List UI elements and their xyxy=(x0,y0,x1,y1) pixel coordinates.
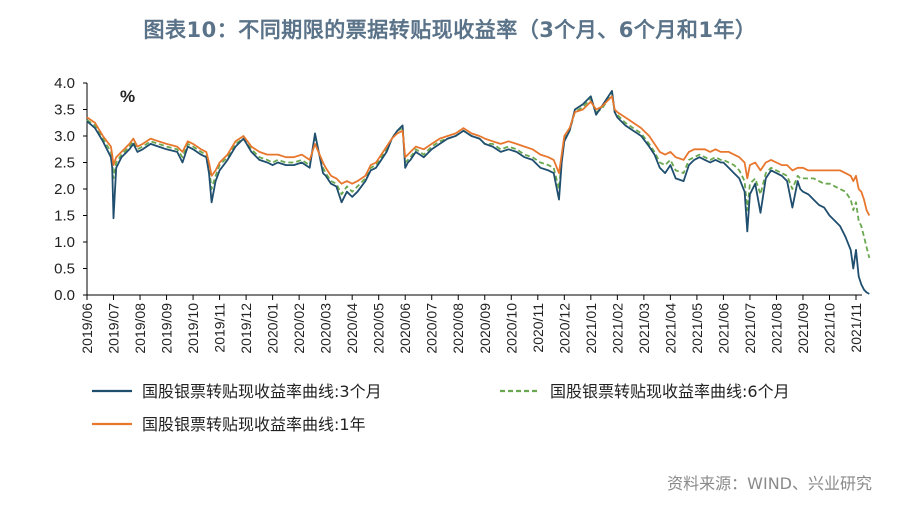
x-tick-label: 2021/09 xyxy=(795,303,811,354)
x-tick-label: 2020/01 xyxy=(265,303,281,354)
x-tick-label: 2021/11 xyxy=(848,303,864,353)
legend-label-0: 国股银票转贴现收益率曲线:3个月 xyxy=(142,382,382,401)
legend-label-1: 国股银票转贴现收益率曲线:6个月 xyxy=(550,382,790,401)
y-tick-label: 0.5 xyxy=(54,261,75,278)
y-tick-label: 0.0 xyxy=(54,287,75,304)
x-tick-label: 2019/09 xyxy=(159,303,175,354)
x-tick-label: 2020/03 xyxy=(318,303,334,354)
y-tick-label: 4.0 xyxy=(54,75,75,92)
x-tick-label: 2021/03 xyxy=(636,303,652,354)
chart-legend: 国股银票转贴现收益率曲线:3个月 国股银票转贴现收益率曲线:6个月国股银票转贴现收… xyxy=(92,382,790,434)
y-tick-label: 2.0 xyxy=(54,181,75,198)
x-tick-label: 2020/09 xyxy=(477,303,493,354)
series-line-1 xyxy=(86,92,871,259)
chart-axes: 0.0 0.5 1.0 1.5 2.0 2.5 3.0 3.5 4.0 2019/06 2019/0… xyxy=(54,75,864,354)
x-tick-label: 2019/06 xyxy=(79,303,95,354)
x-tick-label: 2019/12 xyxy=(238,303,254,354)
series-line-2 xyxy=(86,95,871,216)
x-tick-label: 2019/10 xyxy=(185,303,201,354)
x-tick-label: 2021/01 xyxy=(583,303,599,354)
x-tick-label: 2020/04 xyxy=(344,303,360,354)
x-tick-label: 2019/08 xyxy=(132,303,148,354)
chart-title: 图表10：不同期限的票据转贴现收益率（3个月、6个月和1年） xyxy=(143,18,757,42)
x-tick-label: 2019/11 xyxy=(212,303,228,353)
x-tick-label: 2020/05 xyxy=(371,303,387,354)
x-tick-label: 2020/11 xyxy=(530,303,546,353)
x-tick-label: 2020/02 xyxy=(291,303,307,354)
x-tick-label: 2019/07 xyxy=(106,303,122,354)
x-tick-label: 2020/12 xyxy=(556,303,572,354)
x-tick-label: 2021/05 xyxy=(689,303,705,354)
y-tick-label: 3.0 xyxy=(54,128,75,145)
y-tick-label: 2.5 xyxy=(54,155,75,172)
y-tick-label: 1.5 xyxy=(54,208,75,225)
y-tick-label: 1.0 xyxy=(54,234,75,251)
x-tick-label: 2020/08 xyxy=(450,303,466,354)
x-tick-label: 2021/02 xyxy=(609,303,625,354)
x-tick-label: 2021/08 xyxy=(768,303,784,354)
x-tick-label: 2021/10 xyxy=(821,303,837,354)
x-tick-label: 2021/04 xyxy=(662,303,678,354)
chart-series xyxy=(86,90,871,295)
x-tick-label: 2020/07 xyxy=(424,303,440,354)
series-line-0 xyxy=(86,90,870,295)
y-unit-label: % xyxy=(120,87,135,106)
x-tick-label: 2020/06 xyxy=(397,303,413,354)
y-tick-label: 3.5 xyxy=(54,102,75,119)
x-tick-label: 2021/07 xyxy=(742,303,758,354)
source-note: 资料来源：WIND、兴业研究 xyxy=(667,474,872,493)
x-tick-label: 2020/10 xyxy=(503,303,519,354)
x-tick-label: 2021/06 xyxy=(715,303,731,354)
legend-label-2: 国股银票转贴现收益率曲线:1年 xyxy=(142,415,366,434)
